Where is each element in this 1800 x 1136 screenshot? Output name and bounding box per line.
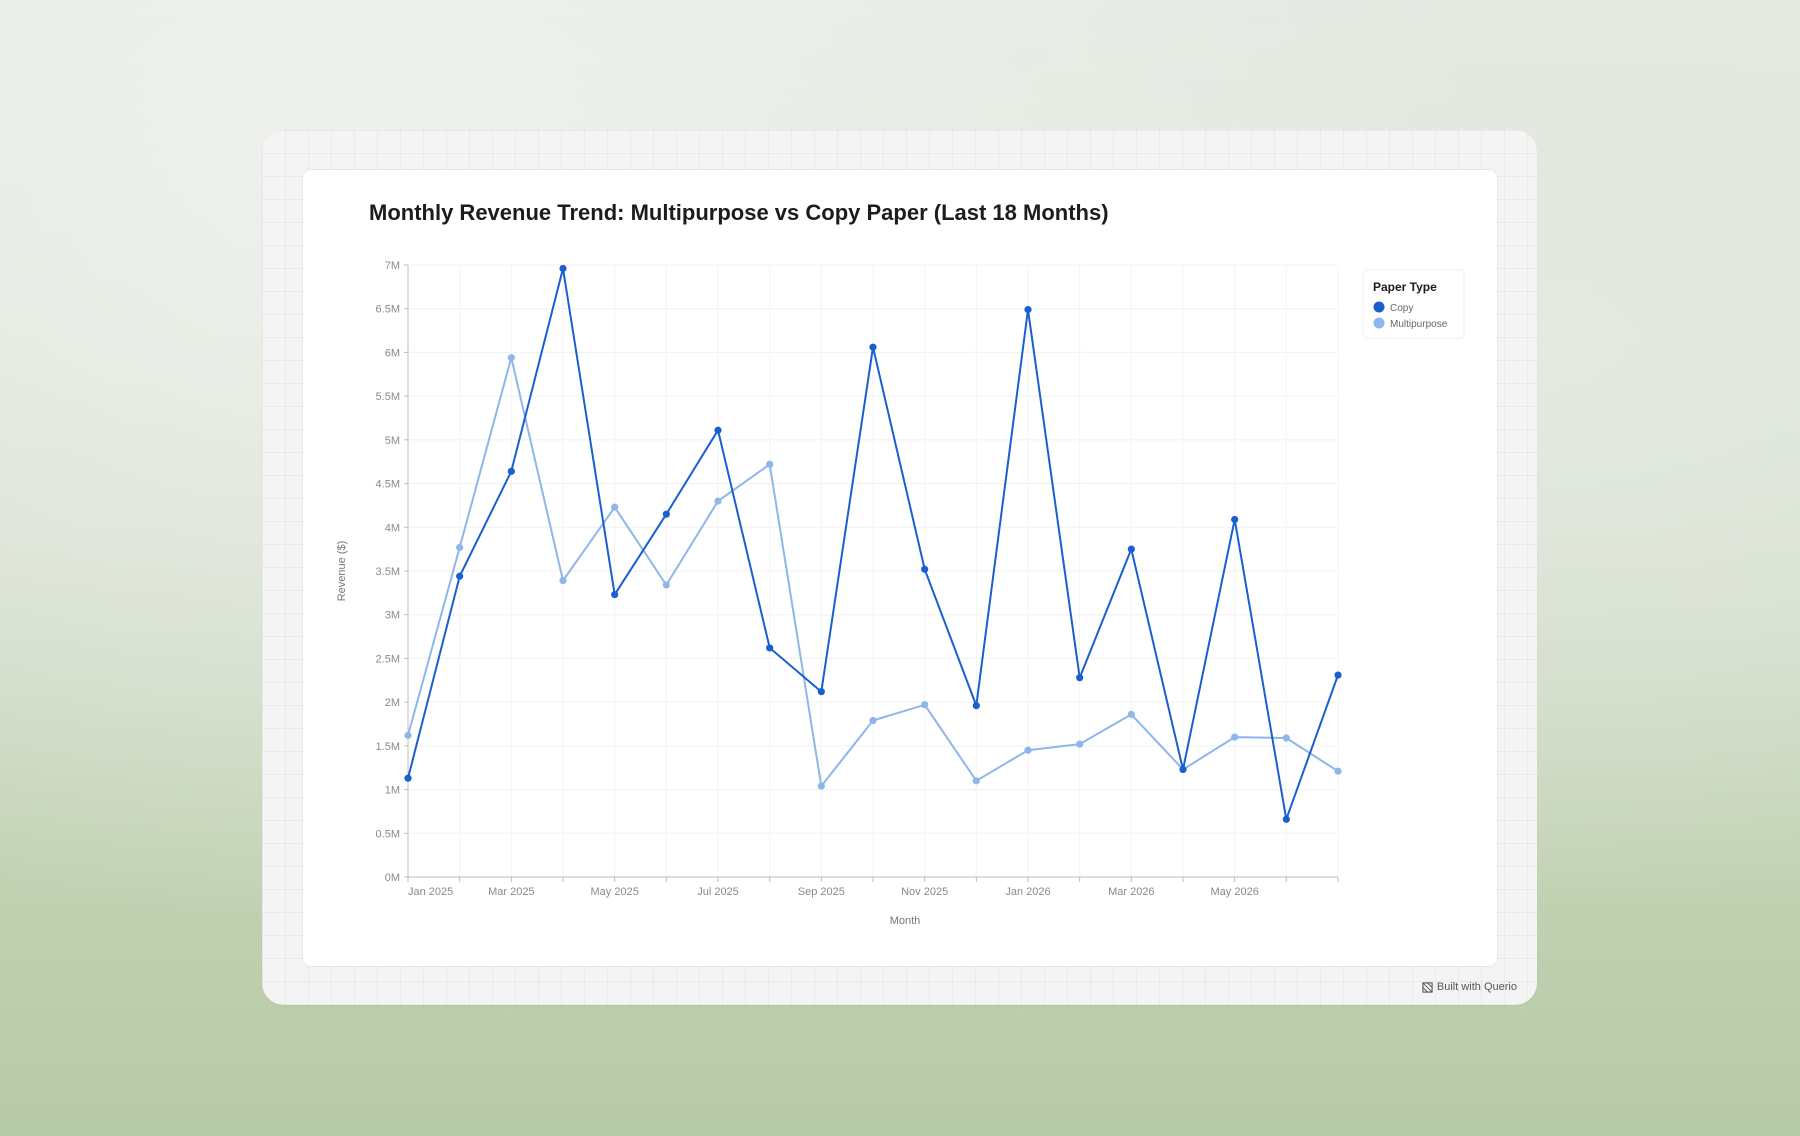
x-tick-label: Nov 2025	[901, 886, 948, 898]
x-tick-label: Jul 2025	[697, 886, 739, 898]
chart-title: Monthly Revenue Trend: Multipurpose vs C…	[369, 200, 1109, 225]
data-point-multipurpose	[507, 354, 515, 362]
y-tick-label: 6.5M	[376, 304, 400, 316]
data-point-multipurpose	[766, 460, 774, 468]
data-point-copy	[559, 264, 567, 273]
data-point-copy	[766, 644, 774, 652]
data-point-multipurpose	[1127, 710, 1135, 718]
y-tick-label: 2M	[385, 697, 400, 709]
data-point-multipurpose	[456, 543, 464, 551]
data-point-multipurpose	[869, 716, 877, 725]
y-tick-label: 4.5M	[376, 479, 400, 491]
line-chart: 0M 0.5M 1M 1.5M 2M 2.5M 3M 3.5M 4M 4.5M 5M 5.5M 6M 6.…	[336, 260, 1465, 927]
y-tick-label: 7M	[385, 260, 400, 272]
data-point-multipurpose	[972, 777, 980, 785]
legend-label: Multipurpose	[1390, 319, 1448, 330]
badge-text: Built with Querio	[1436, 981, 1517, 993]
x-tick-label: Jan 2026	[1005, 886, 1050, 898]
data-point-multipurpose	[404, 731, 412, 739]
x-tick-label: May 2025	[591, 886, 639, 898]
data-point-copy	[1076, 674, 1084, 682]
x-axis-label: Month	[890, 915, 921, 927]
data-point-copy	[869, 343, 877, 351]
data-point-copy	[1024, 305, 1032, 314]
data-point-copy	[1179, 765, 1187, 774]
x-tick-label: Sep 2025	[798, 886, 845, 898]
chart-card: Monthly Revenue Trend: Multipurpose vs C…	[303, 170, 1497, 966]
y-tick-label: 2.5M	[376, 653, 400, 665]
x-tick-label: Jan 2025	[408, 886, 453, 898]
data-point-copy	[507, 467, 515, 475]
data-point-multipurpose	[817, 782, 825, 790]
legend-box	[1362, 269, 1465, 339]
data-point-multipurpose	[1231, 733, 1239, 741]
x-tick-label: Mar 2025	[488, 886, 534, 898]
data-point-copy	[714, 426, 722, 434]
data-point-multipurpose	[1076, 740, 1084, 748]
y-tick-label: 0M	[385, 872, 400, 884]
data-point-copy	[611, 591, 619, 599]
data-point-copy	[404, 774, 412, 782]
built-with-badge[interactable]: Built with Querio	[1422, 981, 1517, 993]
y-tick-label: 3M	[385, 610, 400, 622]
x-tick-label: Mar 2026	[1108, 886, 1154, 898]
data-point-multipurpose	[662, 581, 670, 589]
data-point-multipurpose	[611, 503, 619, 511]
data-point-copy	[662, 510, 670, 518]
data-point-copy	[1282, 815, 1290, 823]
data-point-copy	[817, 688, 825, 696]
data-point-copy	[1334, 671, 1342, 679]
y-tick-label: 0.5M	[376, 828, 400, 840]
y-axis-label: Revenue ($)	[336, 541, 348, 602]
data-point-multipurpose	[1282, 734, 1290, 742]
data-point-multipurpose	[714, 497, 722, 505]
querio-logo-icon	[1422, 981, 1433, 993]
data-point-multipurpose	[921, 701, 929, 709]
data-point-multipurpose	[559, 577, 567, 585]
legend-title: Paper Type	[1373, 280, 1437, 294]
data-point-copy	[972, 702, 980, 710]
y-tick-label: 4M	[385, 522, 400, 534]
data-point-copy	[1127, 545, 1135, 553]
data-point-copy	[456, 572, 464, 580]
chart-frame: Monthly Revenue Trend: Multipurpose vs C…	[262, 130, 1537, 1005]
y-tick-label: 5M	[385, 435, 400, 447]
data-point-copy	[921, 565, 929, 573]
legend-swatch	[1373, 317, 1385, 329]
data-point-copy	[1231, 515, 1239, 524]
y-tick-label: 1.5M	[376, 741, 400, 753]
y-tick-label: 1M	[385, 785, 400, 797]
y-tick-label: 6M	[385, 347, 400, 359]
y-tick-label: 5.5M	[376, 391, 400, 403]
legend-swatch	[1373, 301, 1385, 313]
y-tick-label: 3.5M	[376, 566, 400, 578]
data-point-multipurpose	[1024, 746, 1032, 754]
data-point-multipurpose	[1334, 767, 1342, 775]
x-tick-label: May 2026	[1211, 886, 1259, 898]
legend-label: Copy	[1390, 303, 1413, 314]
